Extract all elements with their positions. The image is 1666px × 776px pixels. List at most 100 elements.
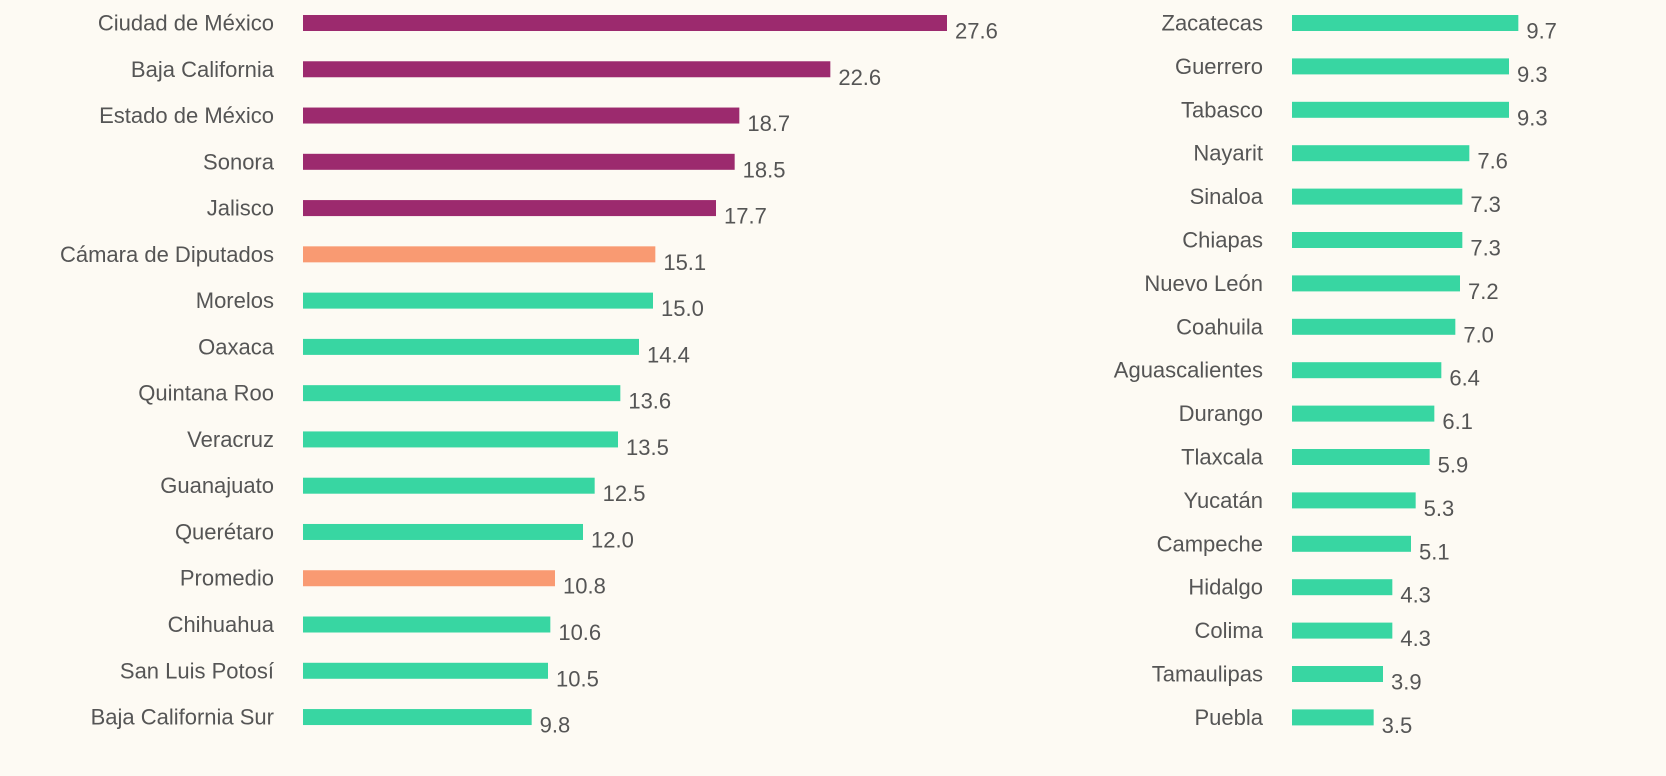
value-label: 10.8 <box>563 574 606 599</box>
value-label: 22.6 <box>838 65 881 90</box>
category-label: Nayarit <box>1193 141 1263 166</box>
category-label: San Luis Potosí <box>120 658 274 683</box>
bar <box>1292 362 1442 379</box>
bar <box>1292 58 1509 75</box>
value-label: 6.1 <box>1442 409 1473 434</box>
value-label: 17.7 <box>724 204 767 229</box>
value-label: 4.3 <box>1400 583 1431 608</box>
bar <box>303 709 532 726</box>
bar <box>303 662 548 679</box>
value-label: 10.5 <box>556 666 599 691</box>
category-label: Chiapas <box>1182 228 1263 253</box>
category-label: Veracruz <box>187 427 274 452</box>
value-label: 7.0 <box>1463 322 1494 347</box>
category-label: Colima <box>1195 618 1264 643</box>
bar <box>1292 145 1470 162</box>
bar <box>1292 535 1411 552</box>
category-label: Zacatecas <box>1162 11 1264 36</box>
value-label: 9.8 <box>540 713 571 738</box>
bar <box>303 246 656 263</box>
bar <box>1292 666 1383 682</box>
value-label: 7.3 <box>1470 192 1501 217</box>
category-label: Jalisco <box>207 196 274 221</box>
category-label: Aguascalientes <box>1114 358 1263 383</box>
bar <box>1292 492 1416 509</box>
category-label: Tamaulipas <box>1152 662 1263 687</box>
category-label: Sonora <box>203 149 275 174</box>
bar <box>1292 232 1463 248</box>
category-label: Coahuila <box>1176 314 1264 339</box>
category-label: Promedio <box>180 566 274 591</box>
bar <box>303 477 595 494</box>
category-label: Hidalgo <box>1188 575 1263 600</box>
value-label: 13.6 <box>628 389 671 414</box>
value-label: 15.0 <box>661 296 704 321</box>
bar <box>303 338 639 355</box>
bar <box>303 15 947 31</box>
value-label: 9.7 <box>1526 19 1557 44</box>
value-label: 12.5 <box>603 481 646 506</box>
bar <box>303 523 583 540</box>
category-label: Puebla <box>1194 705 1263 730</box>
value-label: 18.7 <box>747 111 790 136</box>
value-label: 5.3 <box>1424 496 1455 521</box>
category-label: Querétaro <box>175 519 274 544</box>
value-label: 5.1 <box>1419 539 1450 564</box>
value-label: 7.3 <box>1470 236 1501 261</box>
value-label: 3.9 <box>1391 670 1422 695</box>
value-label: 13.5 <box>626 435 669 460</box>
value-label: 5.9 <box>1438 453 1469 478</box>
bar <box>1292 579 1393 596</box>
value-label: 9.3 <box>1517 105 1548 130</box>
bar <box>1292 622 1393 639</box>
bar <box>1292 15 1519 31</box>
category-label: Guanajuato <box>160 473 274 498</box>
value-label: 9.3 <box>1517 62 1548 87</box>
category-label: Campeche <box>1157 531 1263 556</box>
category-label: Tlaxcala <box>1181 445 1264 470</box>
value-label: 10.6 <box>558 620 601 645</box>
category-label: Chihuahua <box>168 612 275 637</box>
bar <box>303 107 740 124</box>
category-label: Cámara de Diputados <box>60 242 274 267</box>
bar <box>1292 101 1509 118</box>
category-label: Sinaloa <box>1190 184 1264 209</box>
category-label: Baja California <box>131 57 275 82</box>
category-label: Yucatán <box>1183 488 1263 513</box>
bar <box>1292 188 1463 205</box>
category-label: Durango <box>1179 401 1263 426</box>
bar <box>1292 275 1460 292</box>
bar <box>1292 318 1456 335</box>
bar <box>1292 405 1435 422</box>
bar <box>303 292 653 309</box>
category-label: Estado de México <box>99 103 274 128</box>
category-label: Baja California Sur <box>91 705 274 730</box>
value-label: 4.3 <box>1400 626 1431 651</box>
value-label: 18.5 <box>743 157 786 182</box>
value-label: 12.0 <box>591 527 634 552</box>
value-label: 3.5 <box>1382 713 1413 738</box>
category-label: Nuevo León <box>1144 271 1263 296</box>
bar <box>1292 449 1430 465</box>
bar <box>303 153 735 170</box>
bar <box>303 200 716 217</box>
value-label: 7.6 <box>1477 149 1508 174</box>
category-label: Oaxaca <box>198 334 275 359</box>
category-label: Morelos <box>196 288 274 313</box>
value-label: 6.4 <box>1449 366 1480 391</box>
value-label: 7.2 <box>1468 279 1499 304</box>
bar <box>303 431 618 448</box>
value-label: 27.6 <box>955 19 998 44</box>
bar <box>303 570 555 587</box>
category-label: Tabasco <box>1181 97 1263 122</box>
category-label: Ciudad de México <box>98 11 274 36</box>
value-label: 14.4 <box>647 342 690 367</box>
category-label: Guerrero <box>1175 54 1263 79</box>
bar <box>1292 709 1374 726</box>
category-label: Quintana Roo <box>138 381 274 406</box>
bar <box>303 385 621 402</box>
bar <box>303 616 551 633</box>
value-label: 15.1 <box>663 250 706 275</box>
bar <box>303 61 831 78</box>
